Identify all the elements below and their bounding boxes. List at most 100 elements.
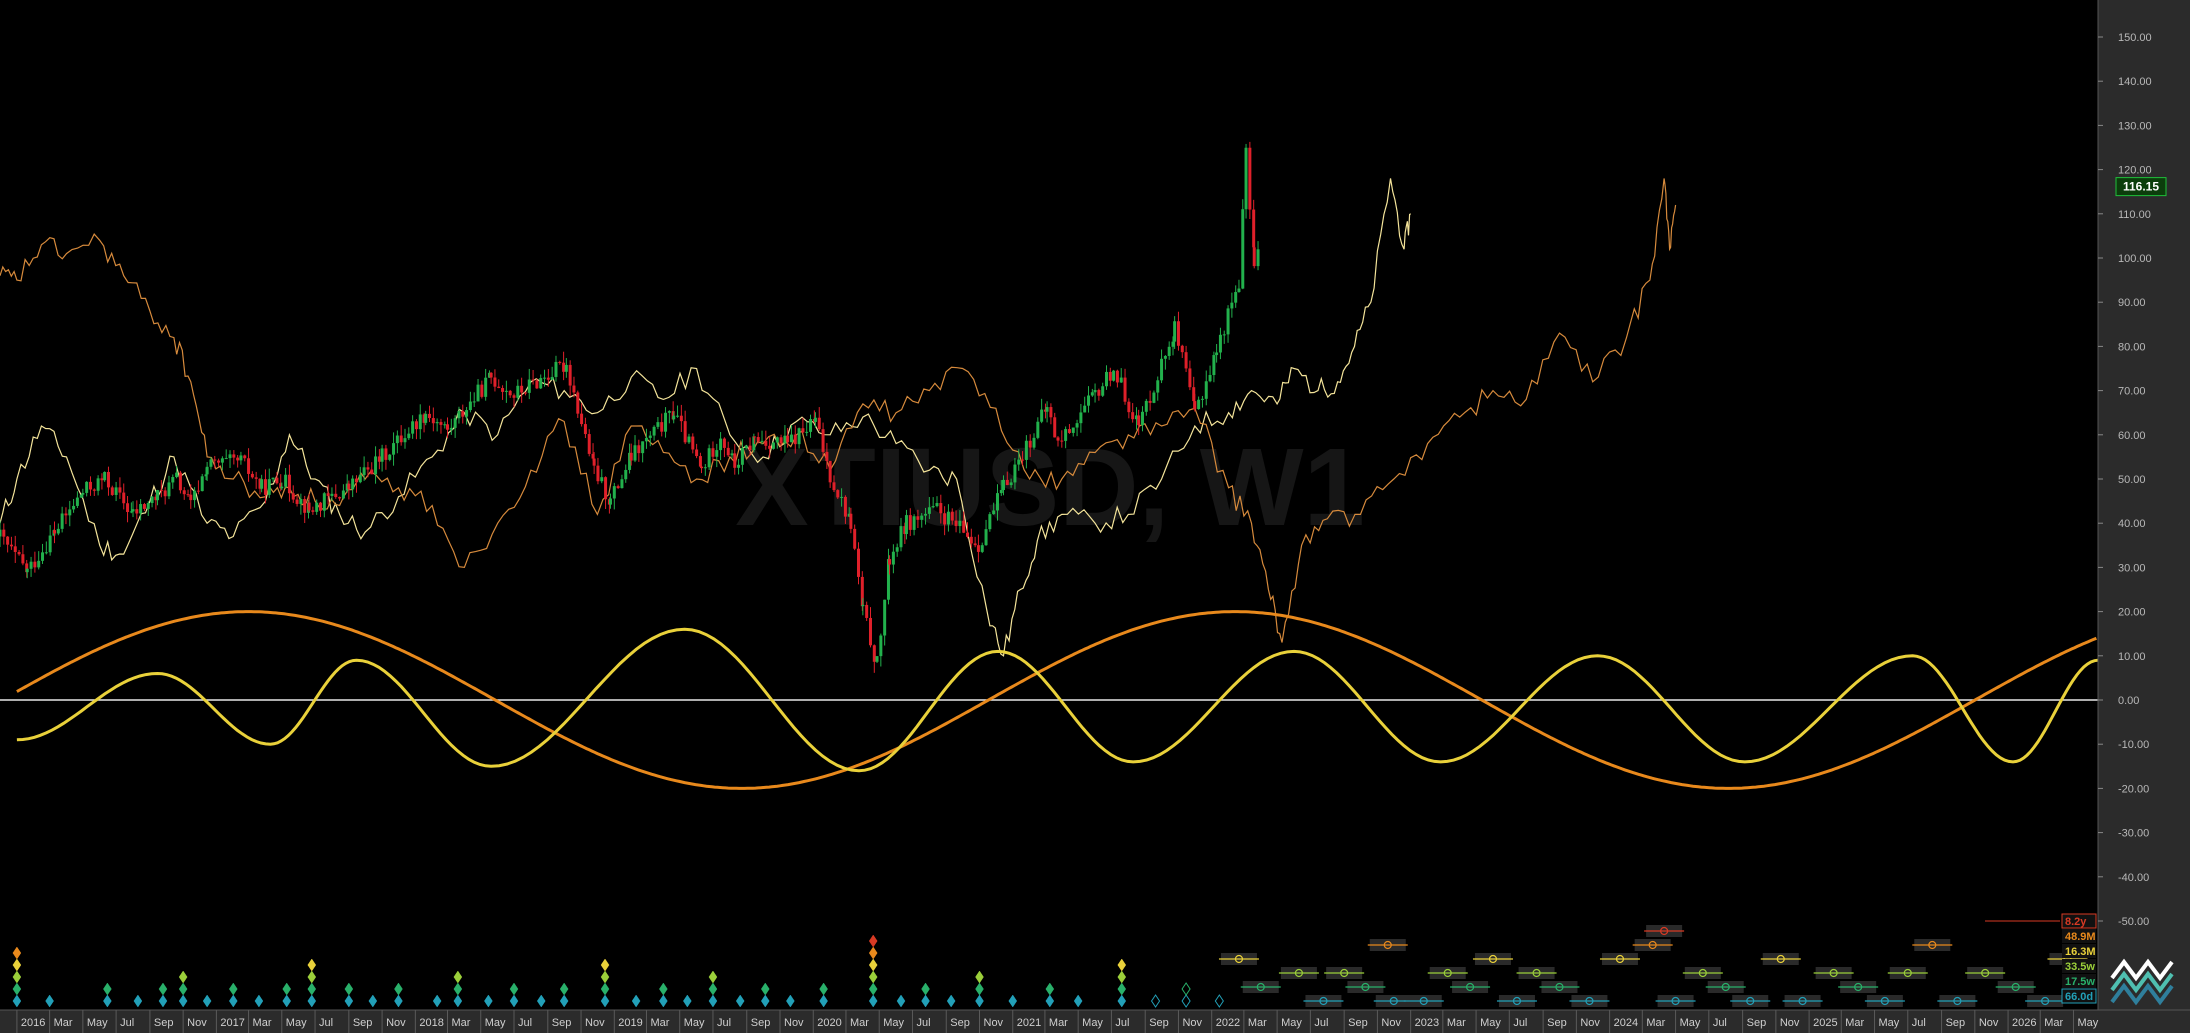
price-candle <box>370 469 374 475</box>
price-candle <box>771 442 775 449</box>
trough-diamond <box>202 994 212 1008</box>
price-candle <box>1127 401 1131 413</box>
price-candle <box>924 513 928 516</box>
price-candle <box>520 385 524 393</box>
price-candle <box>209 459 213 467</box>
price-candle <box>171 477 175 483</box>
price-candle <box>644 437 648 442</box>
projection-circle <box>1615 954 1625 964</box>
trough-diamond <box>307 958 317 972</box>
price-candle <box>958 520 962 527</box>
price-candle <box>783 435 787 444</box>
legend-label: 66.0d <box>2065 991 2093 1003</box>
price-candle <box>676 415 680 417</box>
price-candle <box>1131 412 1135 420</box>
trough-diamond <box>1073 994 1083 1008</box>
price-candle <box>583 424 587 435</box>
x-tick-label: Nov <box>984 1017 1004 1029</box>
x-tick-label: Jul <box>717 1017 731 1029</box>
trough-diamond <box>228 994 238 1008</box>
price-candle <box>468 401 472 411</box>
price-candle <box>236 457 240 461</box>
trough-diamond <box>946 994 956 1008</box>
price-candle <box>1252 209 1256 248</box>
projection-circle <box>1798 996 1807 1006</box>
trough-diamond <box>896 994 906 1008</box>
price-candle <box>504 390 508 392</box>
current-price-box <box>2115 177 2167 197</box>
price-candle <box>904 515 908 535</box>
price-candle <box>775 437 779 443</box>
price-candle <box>200 476 204 492</box>
price-candle <box>912 516 916 530</box>
trough-diamond <box>600 958 610 972</box>
trough-diamond <box>1117 958 1127 972</box>
price-candle <box>247 458 251 474</box>
price-candle <box>973 543 977 546</box>
x-tick-label: Mar <box>452 1017 471 1029</box>
legend-box <box>2062 929 2096 943</box>
x-tick-label: 2019 <box>618 1017 642 1029</box>
price-candle <box>37 560 41 568</box>
price-candle <box>608 498 612 505</box>
price-candle <box>118 487 122 493</box>
projection-circle <box>1319 996 1328 1006</box>
y-tick-label: -30.00 <box>2118 828 2149 840</box>
price-candle <box>1176 321 1180 346</box>
price-candle <box>836 490 840 498</box>
trough-diamond <box>975 994 984 1008</box>
x-tick-label: Nov <box>1979 1017 1999 1029</box>
price-candle <box>1252 247 1256 267</box>
price-candle <box>25 563 29 573</box>
price-candle <box>1005 479 1009 486</box>
y-tick-label: 70.00 <box>2118 386 2146 398</box>
x-tick-label: Sep <box>1348 1017 1368 1029</box>
x-tick-label: Sep <box>751 1017 771 1029</box>
projection-circle <box>1383 940 1392 950</box>
trough-diamond <box>178 982 188 996</box>
trough-diamond <box>1181 994 1191 1008</box>
price-candle <box>648 435 652 438</box>
price-candle <box>326 493 330 496</box>
x-tick-label: Jul <box>1314 1017 1328 1029</box>
trough-diamond <box>559 994 569 1008</box>
price-candle <box>954 520 958 527</box>
trough-diamond <box>1150 994 1161 1008</box>
x-tick-label: Nov <box>187 1017 207 1029</box>
price-candle <box>100 478 104 481</box>
x-tick-label: 2020 <box>817 1017 841 1029</box>
price-candle <box>1192 387 1196 402</box>
price-candle <box>683 421 687 443</box>
price-candle <box>85 481 89 493</box>
price-candle <box>465 410 469 417</box>
price-candle <box>79 494 83 498</box>
y-tick-label: -20.00 <box>2118 783 2149 795</box>
trough-diamond <box>103 994 112 1008</box>
x-tick-label: Jul <box>319 1017 333 1029</box>
price-candle <box>591 453 595 459</box>
price-candle <box>576 392 580 414</box>
price-candle <box>484 377 488 397</box>
price-candle <box>377 456 381 462</box>
x-tick-label: Jul <box>916 1017 930 1029</box>
price-candle <box>81 492 85 495</box>
x-tick-label: Mar <box>650 1017 669 1029</box>
price-candle <box>493 377 497 387</box>
x-tick-label: Sep <box>1747 1017 1767 1029</box>
x-tick-label: Jul <box>1115 1017 1129 1029</box>
price-candle <box>992 510 996 515</box>
price-candle <box>461 411 465 417</box>
price-candle <box>480 384 484 397</box>
price-candle <box>1215 352 1219 356</box>
trough-diamond <box>735 994 745 1008</box>
price-candle <box>691 436 695 450</box>
y-tick-label: -10.00 <box>2118 739 2149 751</box>
x-tick-label: Nov <box>585 1017 605 1029</box>
price-candle <box>664 412 668 432</box>
price-candle <box>797 428 801 445</box>
trough-diamond <box>307 994 317 1008</box>
trough-diamond <box>45 994 54 1008</box>
projection-circle <box>1532 968 1541 978</box>
price-candle <box>832 482 836 491</box>
